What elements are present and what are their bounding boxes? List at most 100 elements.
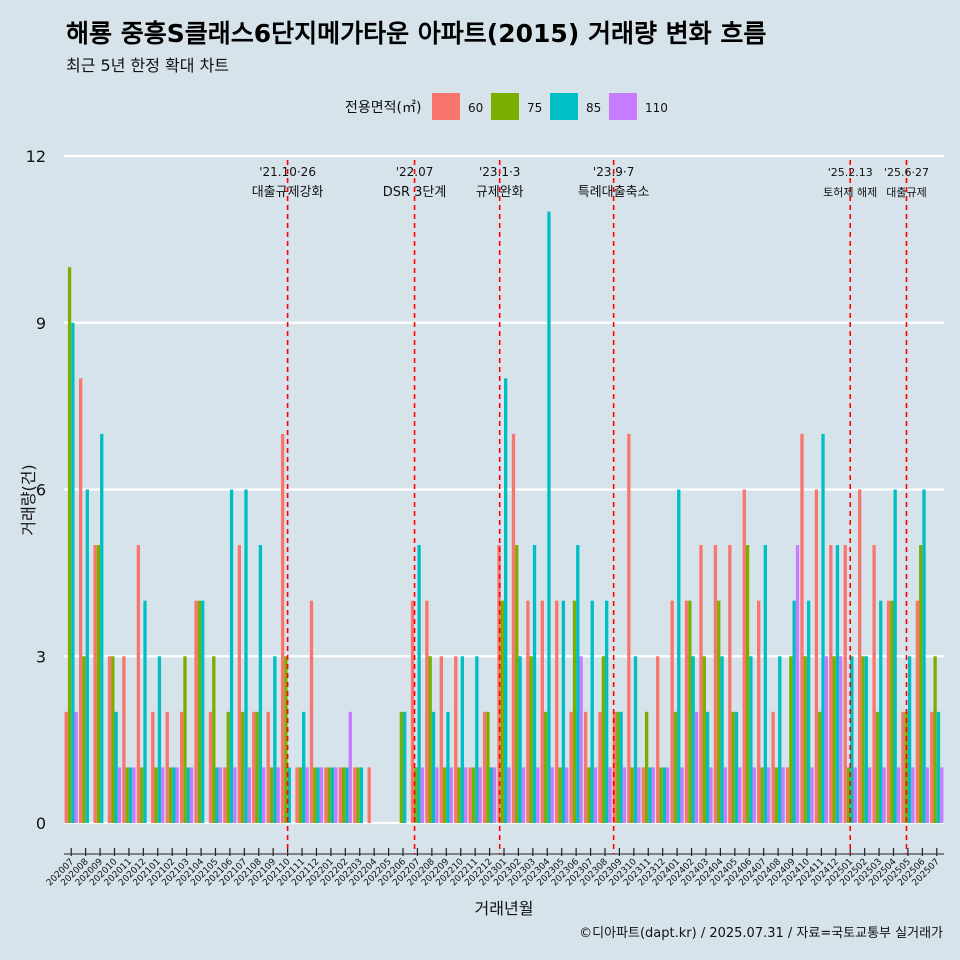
- bar-60-202311: [641, 767, 645, 823]
- bar-75-202501: [846, 767, 851, 823]
- bar-110-202106: [233, 767, 237, 823]
- bar-85-202104: [201, 600, 205, 823]
- legend-label-110: 110: [645, 101, 668, 115]
- bar-75-202201: [327, 767, 331, 823]
- bar-60-202008: [79, 378, 83, 823]
- annotation-date: '21.10·26: [259, 165, 316, 179]
- bar-110-202207: [420, 767, 425, 823]
- bar-110-202308: [608, 767, 612, 823]
- bar-85-202203: [359, 767, 364, 823]
- bar-60-202407: [757, 600, 761, 823]
- chart-subtitle: 최근 5년 한정 확대 차트: [66, 56, 230, 75]
- bar-75-202206: [399, 711, 404, 823]
- bar-75-202106: [226, 711, 230, 823]
- bar-75-202405: [731, 711, 735, 823]
- legend-label-85: 85: [586, 101, 601, 115]
- legend-label-60: 60: [468, 101, 483, 115]
- bar-85-202402: [691, 656, 695, 823]
- bar-60-202306: [569, 711, 573, 823]
- y-axis-title: 거래량(건): [19, 464, 38, 535]
- bar-75-202110: [284, 656, 288, 823]
- bar-60-202504: [886, 600, 891, 823]
- bar-75-202202: [341, 767, 346, 823]
- bar-60-202305: [555, 600, 559, 823]
- bar-110-202410: [810, 767, 814, 823]
- bar-110-202011: [132, 767, 136, 823]
- legend-title: 전용면적(㎡): [345, 100, 421, 116]
- bar-75-202409: [789, 656, 793, 823]
- y-tick-label: 0: [36, 814, 46, 833]
- bar-110-202309: [622, 767, 627, 823]
- bar-60-202209: [439, 656, 443, 823]
- bar-85-202302: [518, 656, 522, 823]
- annotation-label: 규제완화: [476, 185, 524, 200]
- bar-60-202107: [237, 545, 242, 823]
- bar-75-202411: [818, 711, 822, 823]
- bar-85-202210: [460, 656, 465, 823]
- bar-75-202506: [919, 545, 923, 823]
- annotation-date: '25.6·27: [884, 166, 929, 179]
- annotation-date: '23.9·7: [593, 165, 634, 179]
- bar-110-202408: [781, 767, 785, 823]
- bar-110-202501: [853, 767, 857, 823]
- bar-75-202404: [717, 600, 721, 823]
- bar-85-202201: [330, 767, 335, 823]
- bar-110-202312: [666, 767, 670, 823]
- bar-60-202411: [814, 489, 819, 823]
- bar-75-202504: [890, 600, 894, 823]
- bar-60-202109: [266, 711, 270, 823]
- bar-75-202301: [500, 600, 504, 823]
- bar-60-202403: [699, 545, 703, 823]
- legend-swatch-75: [491, 93, 519, 120]
- bar-60-202201: [324, 767, 328, 823]
- bar-85-202304: [547, 211, 551, 824]
- bar-85-202507: [936, 711, 941, 823]
- bar-110-202201: [334, 767, 338, 823]
- bar-110-202105: [218, 767, 223, 823]
- bar-60-202208: [425, 600, 429, 823]
- bar-85-202008: [85, 489, 89, 823]
- bar-110-202306: [579, 656, 583, 823]
- bar-75-202007: [67, 267, 72, 824]
- bar-75-202203: [356, 767, 360, 823]
- bar-85-202307: [590, 600, 594, 823]
- bar-75-202403: [702, 656, 706, 823]
- bar-85-202208: [431, 711, 436, 823]
- bar-110-202202: [348, 711, 352, 823]
- bar-85-202209: [446, 711, 450, 823]
- bar-110-202112: [319, 767, 324, 823]
- bar-60-202307: [583, 711, 588, 823]
- bar-110-202304: [550, 767, 554, 823]
- bar-85-202408: [778, 656, 782, 823]
- bar-60-202410: [800, 433, 804, 823]
- bar-110-202010: [117, 767, 122, 823]
- bar-75-202412: [832, 656, 836, 823]
- bar-60-202104: [194, 600, 198, 823]
- bar-60-202110: [280, 433, 285, 823]
- bar-60-202408: [771, 711, 775, 823]
- bar-60-202401: [670, 600, 674, 823]
- bar-60-202108: [252, 711, 256, 823]
- bar-85-202202: [345, 767, 349, 823]
- bar-85-202401: [677, 489, 681, 823]
- bar-60-202012: [136, 545, 141, 823]
- annotation-label: 대출규제강화: [252, 185, 324, 200]
- bar-85-202211: [475, 656, 479, 823]
- bar-75-202306: [572, 600, 577, 823]
- bar-75-202208: [428, 656, 432, 823]
- bar-85-202011: [128, 767, 133, 823]
- bar-75-202209: [442, 767, 447, 823]
- bar-85-202207: [417, 545, 421, 823]
- bar-60-202203: [353, 767, 357, 823]
- annotation-label: 토허제 해제: [823, 185, 877, 199]
- bar-85-202504: [893, 489, 897, 823]
- bar-110-202310: [637, 767, 641, 823]
- bar-60-202011: [122, 656, 126, 823]
- bar-85-202303: [532, 545, 537, 823]
- bar-85-202506: [922, 489, 926, 823]
- legend-label-75: 75: [527, 101, 542, 115]
- bar-60-202406: [742, 489, 746, 823]
- bar-75-202108: [255, 711, 259, 823]
- bar-75-202402: [688, 600, 692, 823]
